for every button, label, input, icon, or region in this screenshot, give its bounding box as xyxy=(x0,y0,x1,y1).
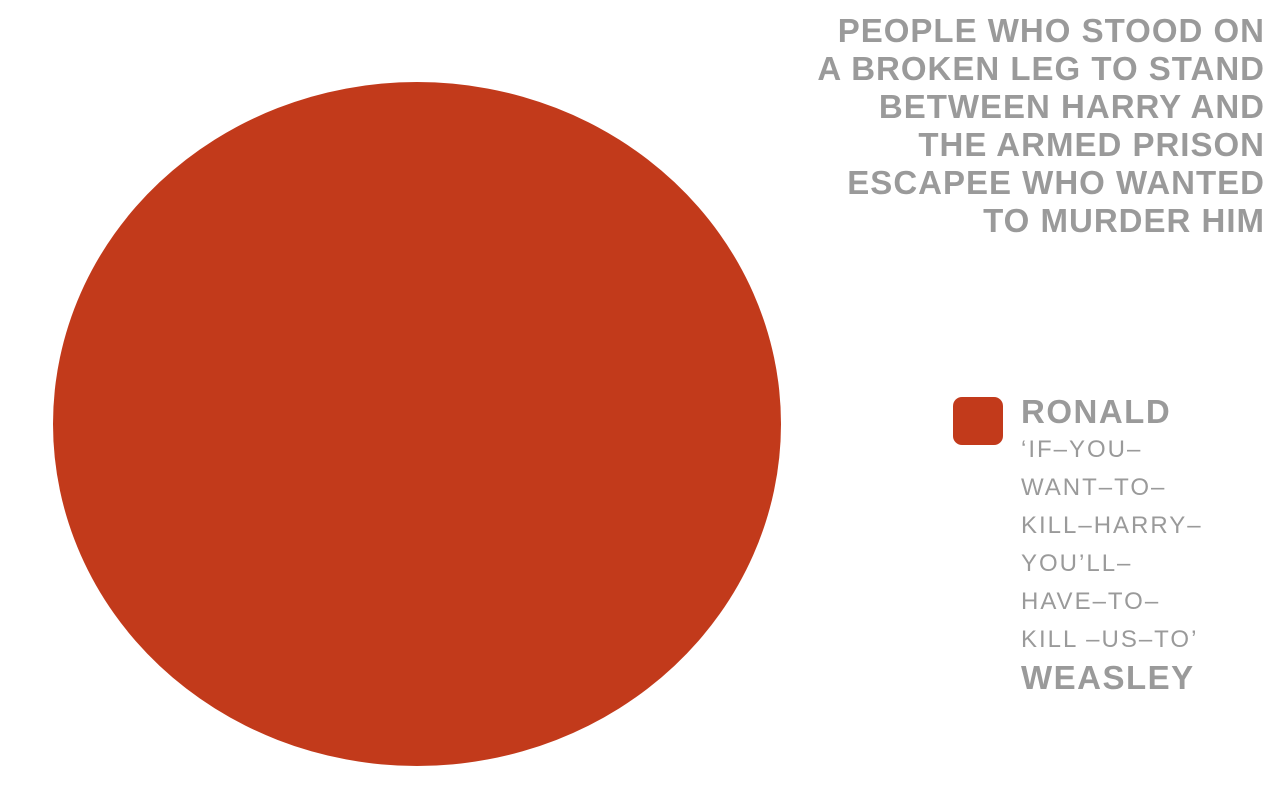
legend-name-last: WEASLEY xyxy=(1021,659,1195,696)
legend-name-first: RONALD xyxy=(1021,393,1172,430)
chart-title: PEOPLE WHO STOOD ON A BROKEN LEG TO STAN… xyxy=(685,12,1265,240)
legend-quote-line: KILL –US–TO’ xyxy=(1021,626,1199,653)
legend-quote-line: WANT–TO– xyxy=(1021,474,1167,501)
chart-title-line: TO MURDER HIM xyxy=(983,202,1265,239)
legend-quote-line: KILL–HARRY– xyxy=(1021,512,1203,539)
legend-swatch-icon xyxy=(953,397,1003,445)
chart-title-line: THE ARMED PRISON xyxy=(918,126,1265,163)
legend-quote-line: YOU’LL– xyxy=(1021,550,1133,577)
chart-title-line: ESCAPEE WHO WANTED xyxy=(847,164,1265,201)
legend-quote-line: HAVE–TO– xyxy=(1021,588,1161,615)
legend-quote-line: ‘IF–YOU– xyxy=(1021,436,1143,463)
chart-title-line: BETWEEN HARRY AND xyxy=(878,88,1265,125)
chart-title-line: A BROKEN LEG TO STAND xyxy=(817,50,1265,87)
legend: RONALD ‘IF–YOU– WANT–TO– KILL–HARRY– YOU… xyxy=(953,393,1203,697)
legend-entry-ronald: RONALD ‘IF–YOU– WANT–TO– KILL–HARRY– YOU… xyxy=(1021,393,1203,697)
chart-title-line: PEOPLE WHO STOOD ON xyxy=(837,12,1265,49)
pie-slice-ronald xyxy=(53,82,781,766)
